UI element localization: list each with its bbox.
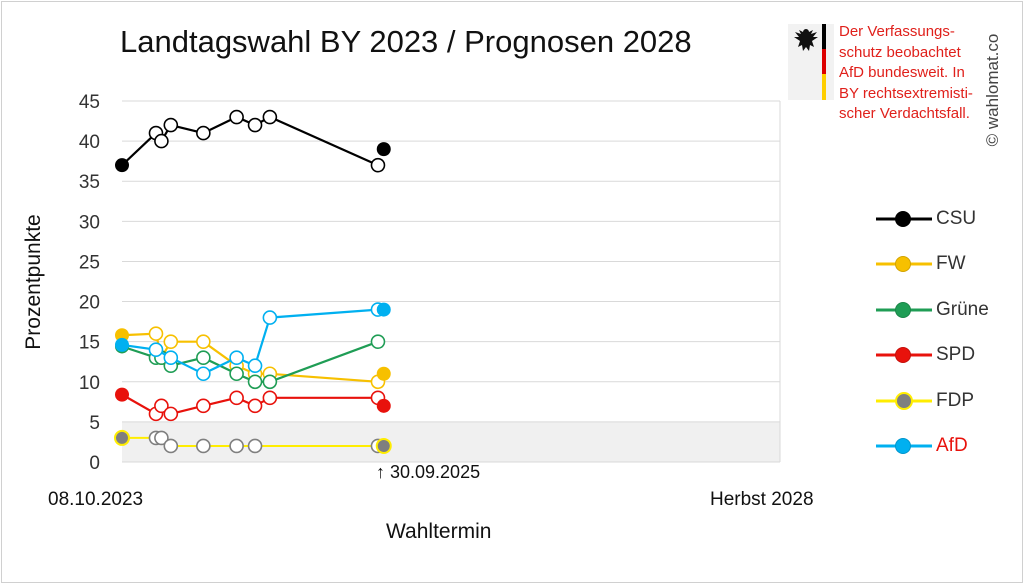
data-point-poll [163, 334, 179, 349]
extremism-note: Der Verfassungs- schutz beobachtet AfD b… [839, 22, 989, 125]
y-tick-label: 25 [79, 252, 100, 273]
legend-label: FDP [936, 389, 974, 411]
eagle-icon [794, 29, 818, 51]
y-axis-label-text: Prozentpunkte [22, 214, 45, 350]
data-point-poll [196, 398, 211, 414]
y-tick-label: 20 [79, 293, 100, 314]
note-line: Der Verfassungs- [839, 23, 955, 40]
legend-item-fdp: FDP [872, 378, 1012, 424]
data-point-poll [163, 350, 179, 366]
y-tick-label: 30 [79, 212, 100, 233]
data-point-forecast [375, 437, 392, 454]
x-end-label: Herbst 2028 [710, 489, 814, 510]
legend-marker [895, 391, 913, 410]
legend-label: FW [936, 253, 966, 275]
y-tick-label: 10 [79, 373, 100, 394]
data-point-poll [148, 326, 164, 341]
data-point-result [114, 429, 130, 446]
data-point-poll [163, 438, 179, 454]
copyright-text: © wahlomat.co [983, 33, 1002, 147]
legend-item-spd: SPD [872, 333, 1012, 379]
data-point-poll [148, 342, 164, 357]
note-line: BY rechtsextremisti- [839, 84, 973, 102]
flag-stripe-gold [822, 74, 826, 100]
data-point-poll [370, 334, 386, 349]
y-tick-label: 40 [79, 132, 100, 153]
x-axis-label: Wahltermin [386, 520, 492, 543]
y-tick-label: 45 [79, 92, 100, 113]
data-point-forecast [376, 398, 391, 413]
legend-item-grüne: Grüne [872, 287, 1012, 333]
legend-marker [895, 210, 911, 227]
legend-label: CSU [936, 207, 977, 229]
y-tick-label: 15 [79, 333, 100, 354]
data-point-poll [196, 350, 211, 366]
data-point-poll [229, 109, 244, 125]
flag-stripe-red [822, 49, 826, 74]
data-point-poll [154, 398, 169, 414]
legend-item-fw: FW [872, 242, 1012, 288]
note-line: scher Verdachtsfall. [839, 105, 970, 122]
data-point-poll [229, 350, 244, 366]
threshold-band [122, 421, 780, 462]
legend-marker [895, 301, 911, 318]
data-point-poll [163, 117, 179, 133]
german-eagle-and-flag-icon [788, 24, 834, 100]
legend-item-csu: CSU [872, 196, 1012, 242]
legend-label: Grüne [936, 298, 989, 320]
data-point-result [115, 158, 129, 173]
data-point-poll [247, 358, 263, 374]
data-point-poll [370, 157, 386, 173]
current-date-marker: ↑ 30.09.2025 [376, 462, 481, 482]
data-point-poll [229, 366, 244, 382]
legend-item-afd: AfD [872, 424, 1012, 470]
data-point-poll [196, 125, 211, 141]
y-tick-label: 0 [89, 453, 100, 474]
data-point-forecast [376, 302, 391, 317]
data-point-poll [247, 117, 263, 133]
note-line: schutz beobachtet [839, 43, 961, 61]
data-point-poll [247, 438, 263, 454]
data-point-poll [229, 390, 244, 406]
data-point-poll [154, 133, 169, 149]
flag-stripe-black [822, 24, 826, 49]
note-line: AfD bundesweit. In [839, 64, 965, 81]
y-tick-label: 35 [79, 172, 100, 193]
legend-marker [895, 347, 911, 364]
data-point-poll [247, 374, 263, 390]
data-point-poll [163, 406, 179, 422]
chart-title: Landtagswahl BY 2023 / Prognosen 2028 [120, 24, 692, 59]
data-point-poll [262, 374, 278, 390]
data-point-poll [247, 398, 263, 414]
data-point-forecast [376, 366, 391, 381]
data-point-poll [229, 438, 244, 454]
legend: CSU FW Grüne SPD FDP AfD [872, 196, 1012, 469]
data-point-poll [196, 438, 211, 454]
data-point-poll [262, 390, 278, 406]
data-point-poll [154, 430, 169, 446]
legend-label: AfD [936, 435, 968, 457]
data-point-result [115, 337, 129, 352]
data-point-poll [262, 310, 278, 325]
x-start-label: 08.10.2023 [48, 489, 144, 510]
data-point-result [115, 387, 129, 402]
data-point-poll [196, 334, 211, 349]
data-point-forecast [376, 142, 391, 157]
legend-label: SPD [936, 344, 976, 366]
data-point-poll [196, 366, 211, 382]
y-tick-label: 5 [89, 413, 100, 434]
legend-marker [895, 438, 911, 455]
data-point-result [115, 328, 129, 343]
data-point-poll [262, 109, 278, 125]
legend-marker [895, 256, 911, 273]
